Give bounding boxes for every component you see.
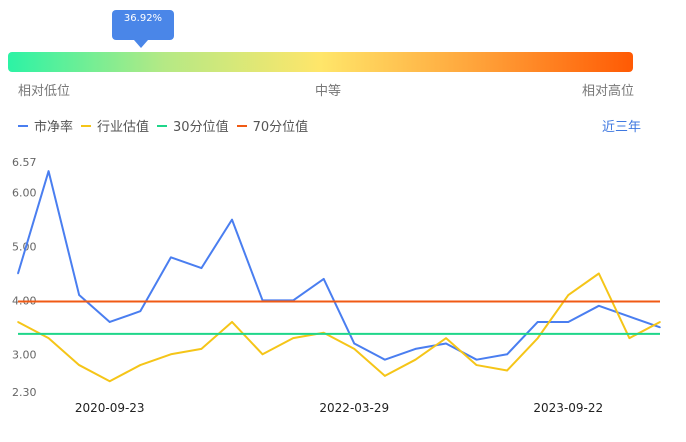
data-point-industry xyxy=(139,364,142,366)
data-point-industry xyxy=(628,337,631,339)
legend-label-pb: 市净率 xyxy=(34,120,74,135)
x-tick-label: 2022-03-29 xyxy=(319,401,389,415)
data-point-pb xyxy=(170,256,172,259)
data-point-pb xyxy=(322,278,325,280)
data-point-pb xyxy=(17,272,19,275)
gauge-label-low: 相对低位 xyxy=(18,84,71,99)
gauge-label-high: 相对高位 xyxy=(582,84,635,99)
data-point-pb xyxy=(108,321,111,323)
data-point-pb xyxy=(506,353,508,356)
data-point-pb xyxy=(139,310,142,313)
data-point-industry xyxy=(445,337,447,339)
legend-item-p30[interactable]: 30分位值 xyxy=(157,116,229,135)
percentile-tooltip: 36.92% xyxy=(112,10,174,48)
legend-label-p30: 30分位值 xyxy=(173,120,229,135)
data-point-industry xyxy=(47,337,50,339)
series-line-pb xyxy=(17,170,661,361)
data-point-industry xyxy=(384,375,386,377)
x-tick-label: 2023-09-22 xyxy=(533,401,603,415)
y-tick-label: 2.30 xyxy=(12,386,37,399)
legend-swatch-p70 xyxy=(236,124,247,127)
data-point-industry xyxy=(598,272,600,275)
data-point-pb xyxy=(200,267,203,269)
legend-swatch-pb xyxy=(18,124,28,127)
data-point-industry xyxy=(292,337,294,339)
y-tick-label: 5.00 xyxy=(12,241,37,254)
y-tick-label: 6.57 xyxy=(12,156,37,169)
data-point-pb xyxy=(536,321,539,323)
data-point-industry xyxy=(78,364,80,366)
period-selector[interactable]: 近三年 xyxy=(601,120,641,135)
data-point-pb xyxy=(567,321,570,323)
legend-item-pb[interactable]: 市净率 xyxy=(18,116,73,135)
data-point-industry xyxy=(475,364,478,366)
data-point-pb xyxy=(353,342,356,345)
chart-legend: 市净率 行业估值 30分位值 70分位值 xyxy=(18,116,316,135)
data-point-pb xyxy=(47,170,50,172)
data-point-industry xyxy=(414,358,417,361)
legend-label-p70: 70分位值 xyxy=(252,120,309,135)
legend-label-industry: 行业估值 xyxy=(97,120,150,135)
data-point-pb xyxy=(659,326,661,329)
y-tick-label: 6.00 xyxy=(12,187,37,200)
percentile-label: 36.92% xyxy=(123,13,163,24)
data-point-industry xyxy=(536,337,539,339)
data-point-industry xyxy=(231,321,233,323)
legend-swatch-p30 xyxy=(157,124,168,127)
legend-swatch-industry xyxy=(81,124,92,127)
gauge-label-mid: 中等 xyxy=(315,84,342,99)
legend-item-p70[interactable]: 70分位值 xyxy=(236,116,309,135)
data-point-industry xyxy=(17,321,19,323)
valuation-gauge-bar xyxy=(8,52,633,72)
data-point-pb xyxy=(445,342,447,345)
x-tick-label: 2020-09-23 xyxy=(75,401,145,415)
y-tick-label: 3.00 xyxy=(12,348,37,361)
data-point-industry xyxy=(659,321,661,323)
data-point-industry xyxy=(170,353,172,356)
data-point-pb xyxy=(598,305,600,307)
data-point-pb xyxy=(414,348,417,350)
data-point-industry xyxy=(506,369,508,372)
data-point-pb xyxy=(78,294,80,296)
data-point-industry xyxy=(353,348,356,350)
data-point-industry xyxy=(108,380,111,383)
data-point-pb xyxy=(628,315,631,318)
data-point-pb xyxy=(231,218,233,221)
data-point-industry xyxy=(200,348,203,350)
data-point-industry xyxy=(567,294,570,296)
data-point-pb xyxy=(384,358,386,361)
data-point-pb xyxy=(475,358,478,361)
data-point-industry xyxy=(261,353,264,356)
legend-item-industry[interactable]: 行业估值 xyxy=(81,116,149,135)
series-line-industry xyxy=(17,272,661,383)
